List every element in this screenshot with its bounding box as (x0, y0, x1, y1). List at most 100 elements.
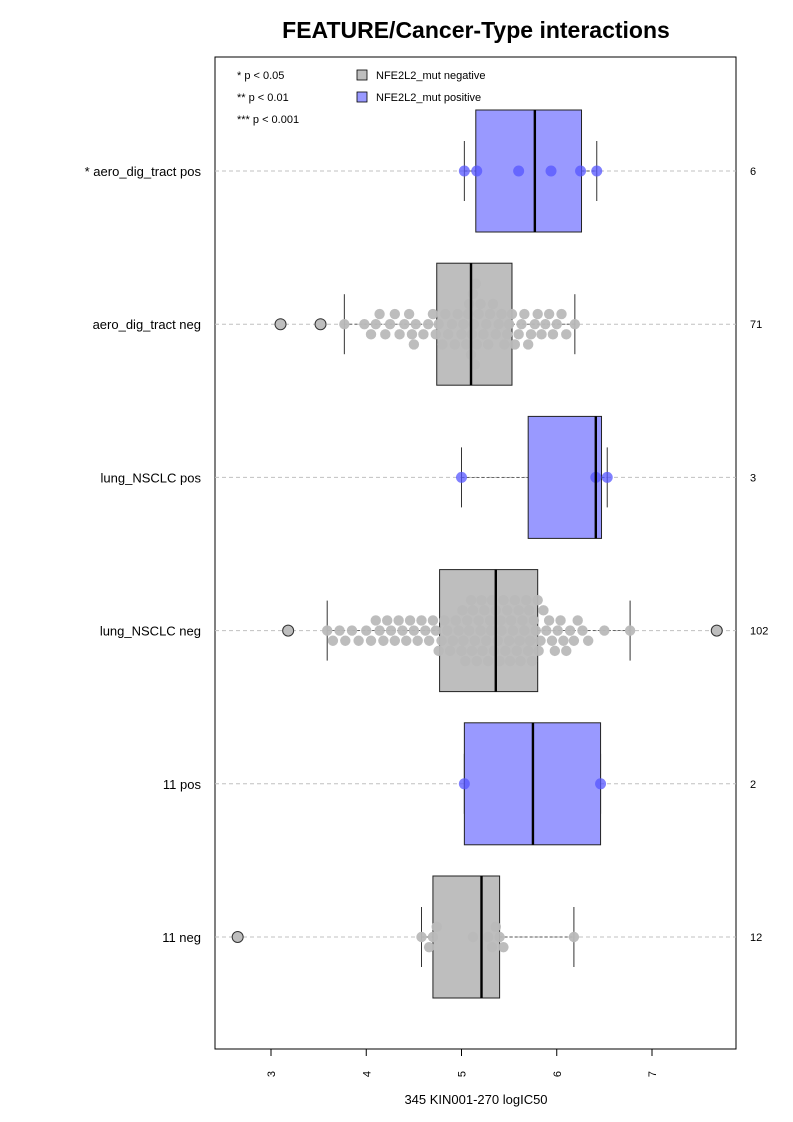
x-axis: 3 4 5 6 7 (266, 1048, 659, 1077)
data-point (481, 635, 492, 646)
data-point (465, 594, 477, 606)
x-tick-label: 7 (647, 1071, 659, 1077)
data-point (427, 615, 439, 626)
data-point (582, 635, 594, 646)
data-point (444, 645, 456, 657)
chart-title: FEATURE/Cancer-Type interactions (282, 17, 670, 43)
data-point (463, 625, 475, 636)
outlier-point (710, 624, 723, 637)
data-point (450, 615, 461, 626)
data-point (488, 645, 500, 657)
data-point (456, 471, 467, 483)
data-point (521, 594, 532, 606)
data-point (361, 625, 372, 636)
group-count: 71 (750, 319, 762, 331)
data-point (500, 645, 511, 657)
data-point (440, 308, 451, 320)
data-point (477, 645, 488, 657)
data-point (532, 594, 543, 606)
data-point (533, 645, 544, 657)
data-point (404, 615, 416, 626)
data-point (458, 778, 470, 790)
data-point (408, 625, 420, 636)
group-label: lung_NSCLC pos (101, 470, 202, 485)
data-point (575, 165, 587, 177)
data-point (543, 615, 555, 626)
legend-swatch-positive (356, 91, 368, 103)
data-point (458, 319, 469, 330)
data-point (452, 308, 463, 320)
data-point (449, 339, 461, 350)
data-point (486, 941, 498, 953)
data-point (408, 339, 420, 350)
data-point (403, 308, 415, 320)
data-point (334, 625, 345, 636)
data-point (442, 625, 453, 636)
data-point (456, 329, 467, 340)
data-point (446, 319, 458, 330)
data-point (555, 615, 566, 626)
data-point (469, 635, 481, 646)
data-point (568, 931, 580, 943)
data-point (479, 605, 490, 616)
data-point (499, 339, 510, 350)
group-2: lung_NSCLC pos 3 (101, 415, 756, 539)
data-point (471, 655, 482, 667)
data-point (460, 655, 471, 667)
data-point (463, 298, 475, 310)
group-5: 11 neg 12 (162, 875, 762, 999)
sig-legend-3: *** p < 0.001 (237, 114, 299, 126)
group-count: 3 (750, 472, 756, 484)
data-point (478, 329, 489, 340)
data-point (514, 635, 525, 646)
data-point (389, 635, 401, 646)
data-point (577, 625, 588, 636)
data-point (558, 635, 569, 646)
data-point (427, 308, 439, 320)
data-point (471, 165, 483, 177)
data-point (552, 625, 563, 636)
data-point (481, 319, 492, 330)
data-point (495, 615, 506, 626)
groups-layer: * aero_dig_tract pos 6 aero_dig_tract neg 7… (85, 109, 768, 999)
data-point (389, 308, 401, 320)
box (475, 109, 583, 233)
data-point (529, 319, 541, 330)
data-point (380, 329, 391, 340)
data-point (549, 645, 561, 657)
data-point (541, 625, 552, 636)
data-point (436, 635, 447, 646)
x-tick-label: 4 (361, 1071, 373, 1077)
group-label: 11 neg (162, 930, 201, 945)
data-point (516, 319, 527, 330)
data-point (442, 329, 454, 340)
data-point (493, 319, 504, 330)
data-point (431, 921, 442, 933)
data-point (490, 921, 501, 933)
data-point (418, 329, 429, 340)
data-point (532, 308, 543, 320)
data-point (466, 645, 478, 657)
data-point (591, 165, 603, 177)
group-count: 102 (750, 626, 768, 638)
data-point (339, 319, 350, 330)
x-axis-label: 345 KIN001-270 logIC50 (404, 1092, 547, 1107)
data-point (504, 655, 516, 667)
data-point (473, 308, 484, 320)
data-point (461, 339, 472, 350)
data-point (496, 625, 507, 636)
data-point (525, 329, 537, 340)
data-point (551, 319, 562, 330)
data-point (456, 645, 467, 657)
data-point (506, 308, 518, 320)
data-point (523, 605, 535, 616)
data-point (568, 635, 580, 646)
data-point (467, 288, 479, 299)
data-point (340, 635, 351, 646)
box (527, 415, 603, 539)
data-point (624, 625, 636, 636)
data-point (502, 329, 513, 340)
data-point (503, 319, 515, 330)
outlier-point (231, 931, 244, 943)
